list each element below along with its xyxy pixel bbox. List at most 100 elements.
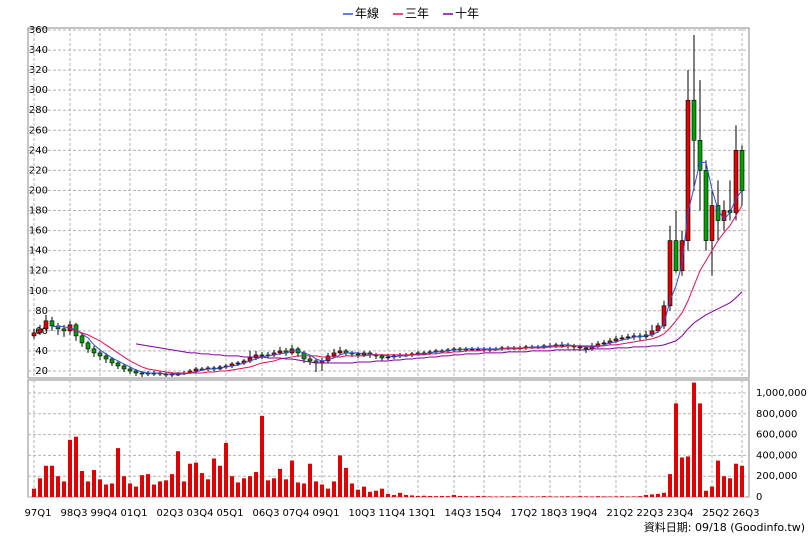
volume-bar: [392, 494, 396, 497]
volume-bar: [698, 403, 702, 497]
volume-bar: [116, 448, 120, 497]
candle-body: [601, 342, 607, 345]
volume-bar: [284, 479, 288, 497]
candle-body: [61, 328, 67, 332]
volume-bar: [548, 496, 552, 497]
volume-bar: [230, 476, 234, 497]
volume-bar: [512, 496, 516, 497]
volume-bar: [578, 496, 582, 497]
volume-bar: [344, 467, 348, 497]
volume-bar: [290, 460, 294, 497]
volume-bar: [182, 481, 186, 497]
volume-bar: [620, 496, 624, 497]
candle-body: [85, 342, 91, 350]
volume-bar: [386, 493, 390, 497]
volume-bar: [554, 496, 558, 497]
volume-bar: [404, 494, 408, 497]
volume-bar: [44, 465, 48, 497]
volume-bar: [704, 490, 708, 497]
candle-body: [355, 353, 361, 356]
volume-bar: [272, 478, 276, 497]
volume-bar: [710, 486, 714, 497]
candle-body: [97, 352, 103, 357]
volume-bar: [146, 474, 150, 497]
candle-body: [619, 337, 625, 340]
volume-bar: [314, 481, 318, 497]
x-tick-label: 19Q4: [571, 508, 598, 519]
volume-bar: [680, 457, 684, 497]
candle-body: [379, 355, 385, 359]
candle-body: [139, 372, 145, 375]
volume-bar: [248, 476, 252, 497]
y-tick-label: 80: [35, 306, 48, 317]
x-tick-label: 18Q3: [541, 508, 568, 519]
y2-tick-label: 800,000: [756, 409, 797, 420]
x-tick-label: 98Q3: [61, 508, 88, 519]
volume-bar: [374, 490, 378, 497]
ma-line: [51, 161, 743, 375]
candle-body: [583, 347, 589, 350]
volume-bar: [332, 481, 336, 497]
volume-bar: [320, 484, 324, 497]
x-tick-label: 99Q4: [91, 508, 118, 519]
legend-label: 年線: [355, 6, 379, 21]
volume-bar: [608, 496, 612, 497]
volume-bar: [452, 494, 456, 497]
candle-body: [115, 362, 121, 367]
candle-body: [259, 354, 265, 357]
volume-bar: [686, 456, 690, 497]
volume-bar: [362, 486, 366, 497]
volume-bar: [92, 469, 96, 497]
candle-body: [331, 352, 337, 357]
volume-bar: [506, 496, 510, 497]
volume-bar: [188, 463, 192, 497]
y2-tick-label: 600,000: [756, 430, 797, 441]
y-tick-label: 340: [29, 45, 48, 56]
volume-bar: [62, 481, 66, 497]
candle-body: [691, 99, 697, 141]
y-tick-label: 320: [29, 65, 48, 76]
volume-bar: [278, 468, 282, 497]
x-tick-label: 23Q4: [667, 508, 694, 519]
y-tick-label: 280: [29, 105, 48, 116]
x-tick-label: 14Q3: [445, 508, 472, 519]
volume-bar: [56, 476, 60, 497]
volume-bar: [644, 494, 648, 497]
volume-bar: [488, 496, 492, 497]
volume-bar: [728, 478, 732, 497]
volume-bar: [470, 496, 474, 497]
volume-bar: [242, 478, 246, 497]
y-tick-label: 360: [29, 25, 48, 36]
volume-bar: [140, 475, 144, 497]
ma-line: [135, 291, 743, 364]
y2-tick-label: 400,000: [756, 450, 797, 461]
x-tick-label: 07Q4: [283, 508, 310, 519]
volume-bar: [596, 496, 600, 497]
candle-body: [307, 358, 313, 362]
volume-bar: [302, 483, 306, 497]
volume-bar: [260, 415, 264, 497]
x-tick-label: 13Q1: [409, 508, 436, 519]
volume-bar: [236, 482, 240, 497]
candle-body: [277, 350, 283, 354]
volume-bar: [368, 491, 372, 497]
x-tick-label: 22Q3: [637, 508, 664, 519]
x-tick-label: 25Q2: [703, 508, 730, 519]
y-tick-label: 240: [29, 145, 48, 156]
volume-bar: [476, 495, 480, 497]
volume-bar: [734, 463, 738, 497]
y2-tick-label: 0: [756, 492, 762, 503]
candle-body: [103, 355, 109, 360]
volume-bar: [584, 496, 588, 497]
volume-bar: [356, 489, 360, 497]
volume-bar: [212, 458, 216, 497]
candle-body: [613, 338, 619, 342]
y2-tick-label: 200,000: [756, 471, 797, 482]
volume-bar: [440, 495, 444, 497]
volume-bar: [626, 496, 630, 497]
candle-body: [673, 240, 679, 271]
candle-body: [37, 328, 43, 334]
volume-bar: [200, 473, 204, 497]
x-tick-label: 26Q3: [733, 508, 760, 519]
candle-body: [43, 320, 49, 330]
